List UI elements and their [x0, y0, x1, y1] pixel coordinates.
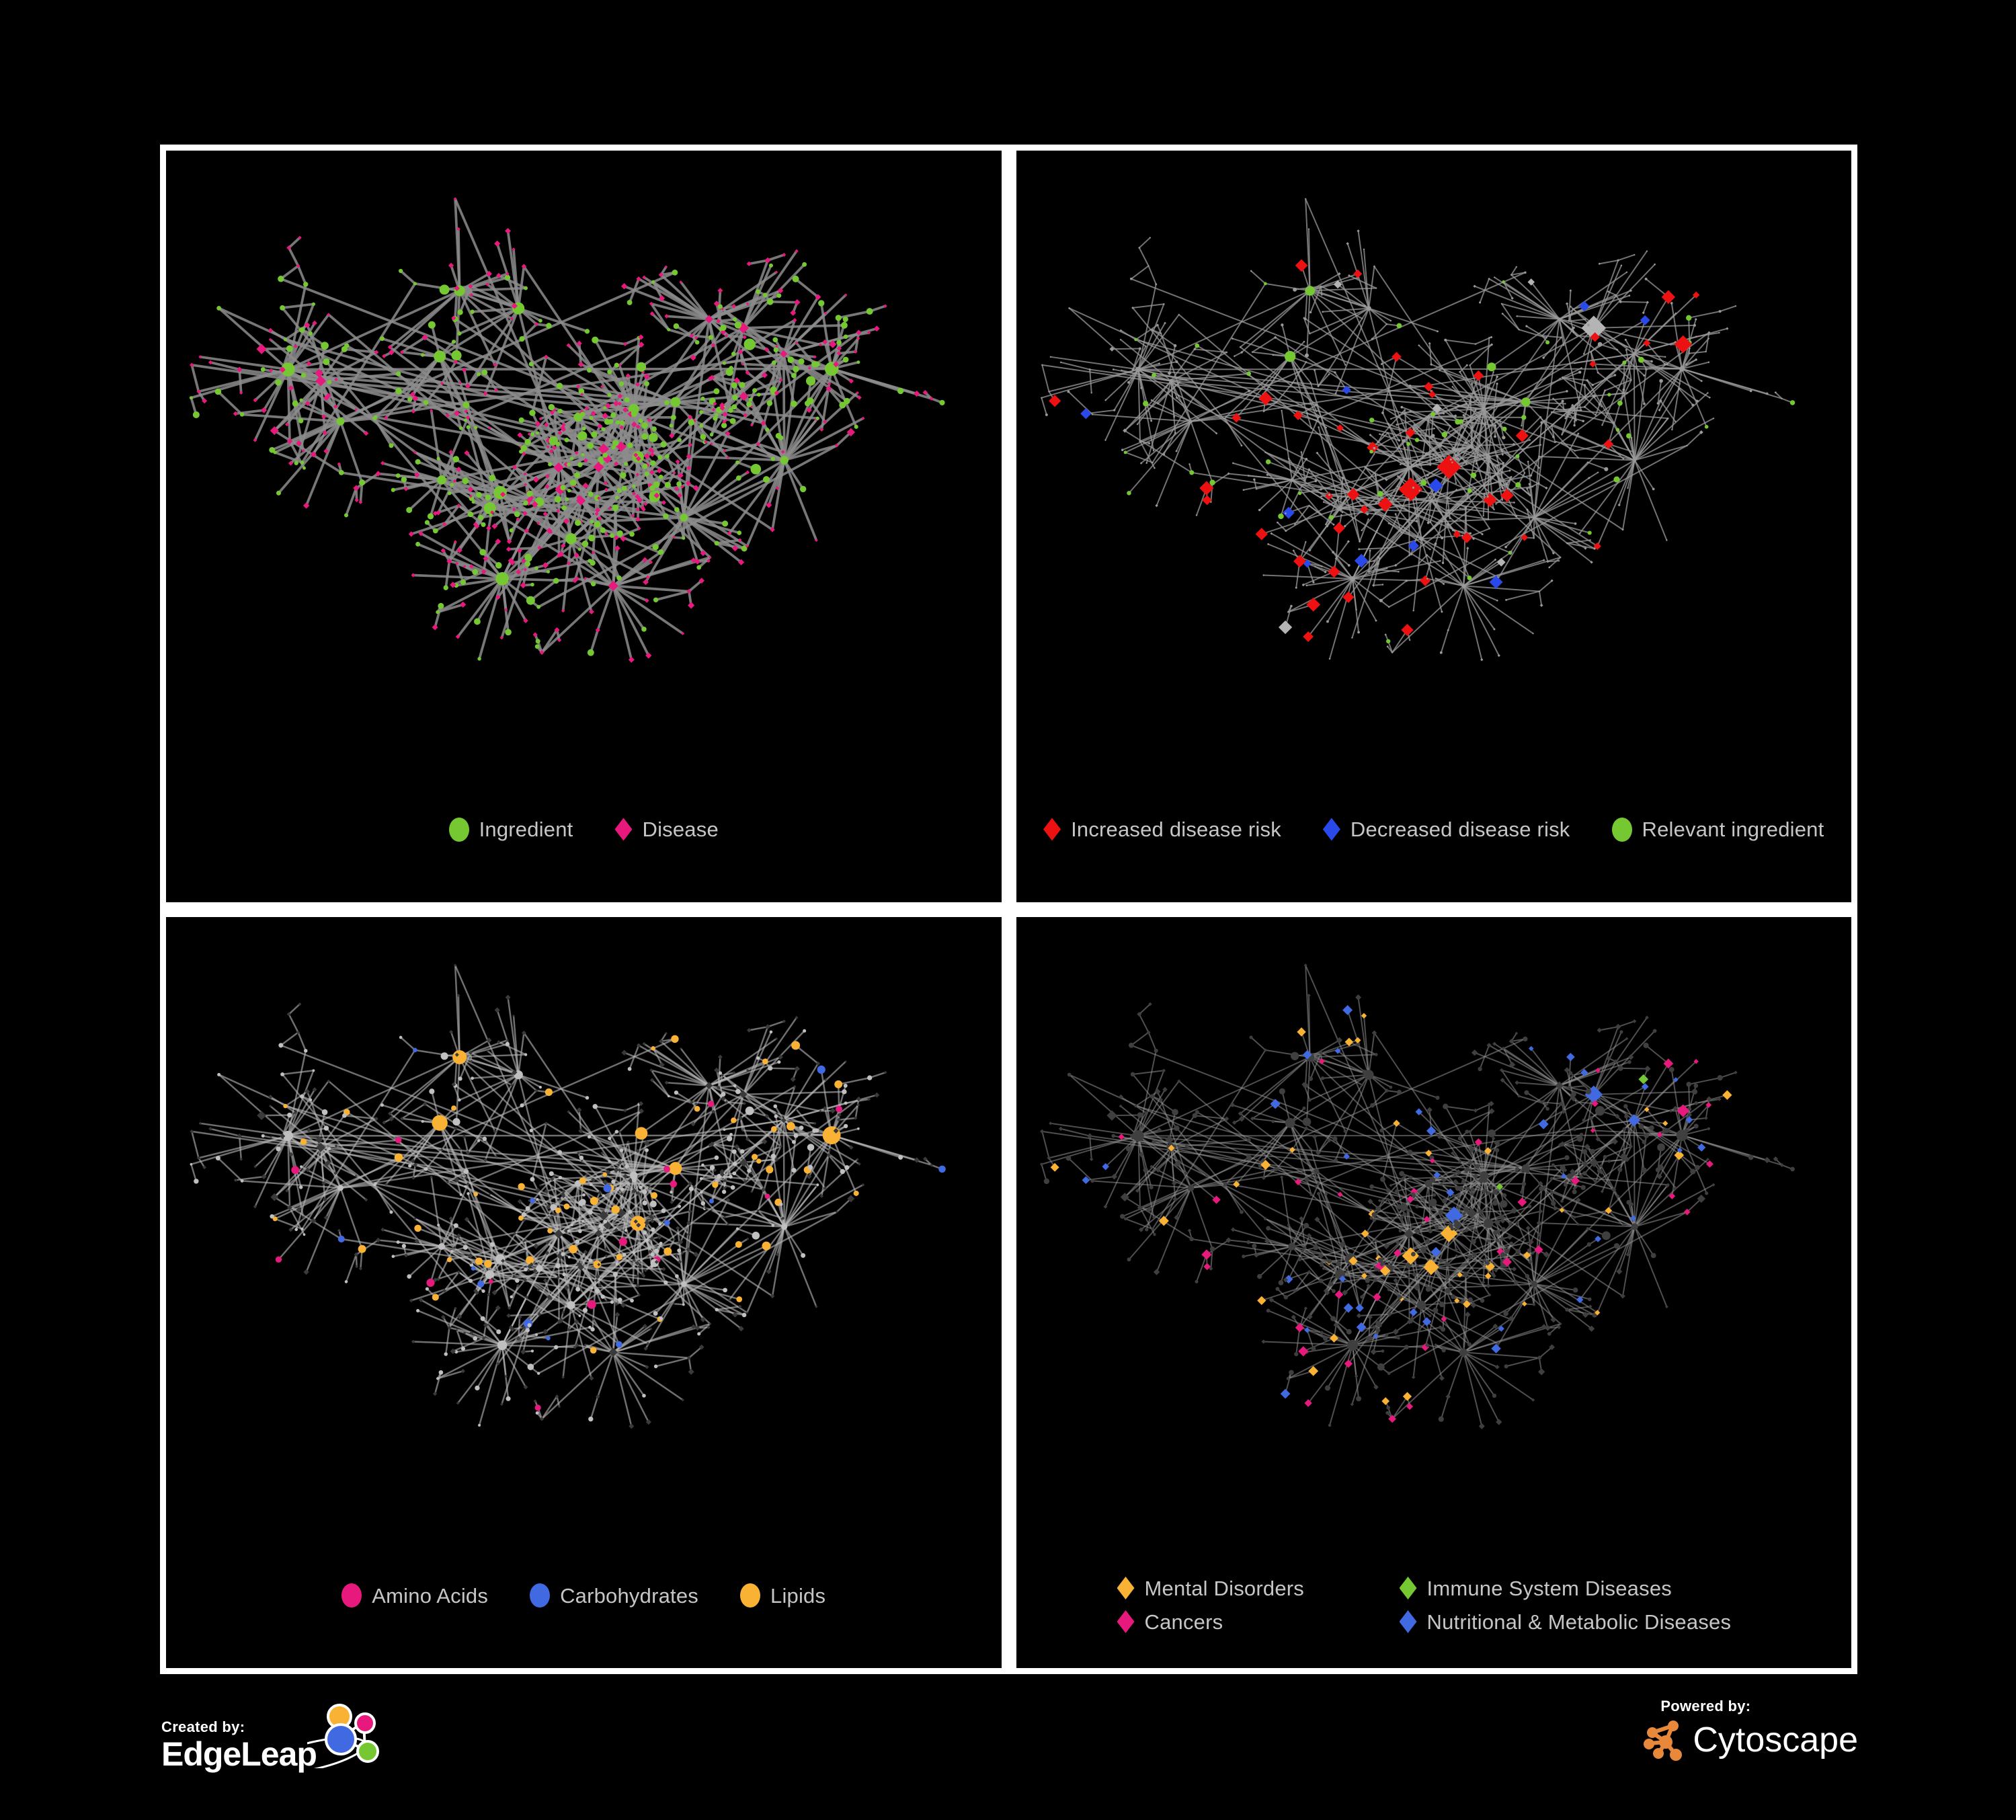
- panel-disease-risk[interactable]: Increased disease risk Decreased disease…: [1016, 151, 1852, 902]
- powered-by-label: Powered by:: [1660, 1698, 1751, 1714]
- legend-item-cancers: Cancers: [1117, 1610, 1400, 1633]
- legend-label-lipids: Lipids: [770, 1583, 826, 1608]
- cytoscape-logo-icon: [1644, 1720, 1683, 1761]
- panel-grid: Ingredient Disease: [160, 145, 1857, 1674]
- legend-panel-2: Increased disease risk Decreased disease…: [1016, 801, 1852, 902]
- legend-item-amino-acids: Amino Acids: [341, 1583, 488, 1608]
- network-svg-2[interactable]: [1016, 151, 1852, 801]
- legend-label-cancers: Cancers: [1144, 1610, 1223, 1634]
- network-svg-1[interactable]: [166, 151, 1002, 801]
- legend-label-amino-acids: Amino Acids: [372, 1583, 489, 1608]
- legend-item-decreased-risk: Decreased disease risk: [1322, 818, 1570, 841]
- legend-label-disease: Disease: [642, 818, 719, 841]
- legend-swatch-circle-pink: [341, 1583, 362, 1608]
- legend-swatch-circle-blue: [530, 1583, 551, 1608]
- legend-panel-1: Ingredient Disease: [166, 801, 1002, 902]
- network-canvas-4[interactable]: [1016, 917, 1852, 1568]
- legend-item-ingredient: Ingredient: [448, 817, 573, 842]
- network-canvas-3[interactable]: [166, 917, 1002, 1568]
- legend-swatch-diamond-red: [1043, 818, 1061, 841]
- legend-swatch-circle-green: [448, 817, 469, 842]
- legend-label-decreased-risk: Decreased disease risk: [1350, 818, 1570, 841]
- legend-swatch-diamond-blue-2: [1399, 1610, 1417, 1633]
- legend-item-disease: Disease: [614, 818, 719, 841]
- legend-item-lipids: Lipids: [740, 1583, 825, 1608]
- legend-swatch-diamond-pink-2: [1117, 1610, 1135, 1633]
- cytoscape-brand[interactable]: Powered by:: [1643, 1698, 1858, 1761]
- legend-item-carbohydrates: Carbohydrates: [530, 1583, 698, 1608]
- legend-swatch-diamond-pink: [614, 818, 633, 841]
- edgeleap-wordmark: EdgeLeap: [161, 1735, 317, 1773]
- footer: Created by: EdgeLeap Powered by:: [0, 1684, 2016, 1819]
- panel-ingredient-disease[interactable]: Ingredient Disease: [166, 151, 1002, 902]
- legend-label-ingredient: Ingredient: [479, 818, 573, 841]
- cytoscape-wordmark: Cytoscape: [1693, 1720, 1858, 1759]
- legend-label-immune-system-diseases: Immune System Diseases: [1426, 1576, 1672, 1600]
- legend-panel-4: Mental Disorders Immune System Diseases …: [1016, 1567, 1852, 1668]
- edgeleap-brand[interactable]: Created by: EdgeLeap: [161, 1698, 395, 1771]
- network-svg-4[interactable]: [1016, 917, 1852, 1568]
- legend-item-mental-disorders: Mental Disorders: [1117, 1577, 1400, 1599]
- legend-swatch-circle-orange: [740, 1583, 760, 1608]
- legend-label-carbohydrates: Carbohydrates: [560, 1583, 698, 1608]
- panel-disease-class[interactable]: Mental Disorders Immune System Diseases …: [1016, 916, 1852, 1668]
- legend-item-relevant-ingredient: Relevant ingredient: [1611, 817, 1824, 842]
- edgeleap-logo-icon: [307, 1704, 379, 1768]
- network-canvas-2[interactable]: [1016, 151, 1852, 801]
- legend-panel-3: Amino Acids Carbohydrates Lipids: [166, 1567, 1002, 1668]
- legend-swatch-diamond-orange: [1117, 1577, 1135, 1599]
- legend-item-increased-risk: Increased disease risk: [1043, 818, 1281, 841]
- created-by-label: Created by:: [161, 1718, 245, 1735]
- legend-label-nutritional-metabolic: Nutritional & Metabolic Diseases: [1426, 1610, 1732, 1634]
- network-svg-3[interactable]: [166, 917, 1002, 1568]
- legend-item-nutritional-metabolic: Nutritional & Metabolic Diseases: [1399, 1610, 1731, 1633]
- legend-swatch-diamond-blue: [1322, 818, 1340, 841]
- panel-ingredient-class[interactable]: Amino Acids Carbohydrates Lipids: [166, 916, 1002, 1668]
- legend-swatch-circle-green-2: [1611, 817, 1632, 842]
- legend-item-immune-system-diseases: Immune System Diseases: [1399, 1576, 1682, 1600]
- network-canvas-1[interactable]: [166, 151, 1002, 801]
- legend-label-mental-disorders: Mental Disorders: [1144, 1576, 1305, 1600]
- legend-label-increased-risk: Increased disease risk: [1071, 818, 1281, 841]
- legend-swatch-diamond-green: [1399, 1577, 1417, 1599]
- legend-label-relevant-ingredient: Relevant ingredient: [1642, 818, 1824, 841]
